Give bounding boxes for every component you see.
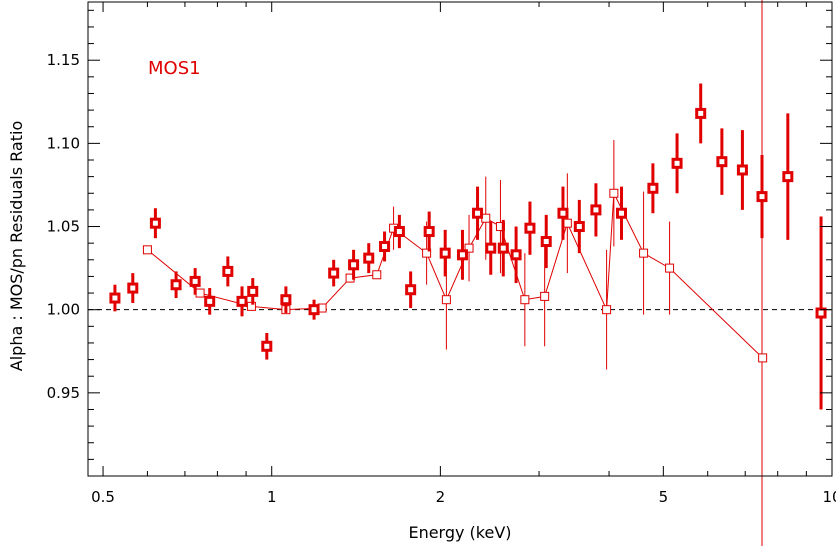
filled-point [590, 204, 602, 216]
x-axis-ticks: 0.5 1 2 5 10 [91, 2, 836, 506]
filled-point [204, 295, 216, 307]
filled-point [524, 222, 536, 234]
open-point [422, 248, 432, 258]
filled-point [615, 207, 627, 219]
filled-point [405, 284, 417, 296]
filled-point [456, 249, 468, 261]
filled-point [782, 171, 794, 183]
filled-point [127, 282, 139, 294]
y-tick-label: 1.10 [47, 134, 80, 152]
x-tick-label: 0.5 [91, 488, 115, 506]
filled-point [222, 265, 234, 277]
filled-point [170, 279, 182, 291]
y-tick-label: 1.05 [47, 218, 80, 236]
open-point [441, 295, 451, 305]
filled-point [379, 240, 391, 252]
filled-point [308, 304, 320, 316]
filled-point [189, 275, 201, 287]
y-axis-title: Alpha : MOS/pn Residuals Ratio [7, 121, 26, 371]
filled-point [261, 340, 273, 352]
filled-point [671, 157, 683, 169]
open-point [639, 248, 649, 258]
filled-point [236, 295, 248, 307]
x-tick-label: 2 [436, 488, 446, 506]
filled-point [695, 107, 707, 119]
open-point [372, 270, 382, 280]
open-point [520, 295, 530, 305]
filled-series-points-group [109, 83, 827, 410]
filled-point [247, 285, 259, 297]
filled-point [109, 292, 121, 304]
instrument-label: MOS1 [148, 58, 201, 79]
x-tick-label: 1 [267, 488, 277, 506]
open-point [195, 288, 205, 298]
y-tick-label: 1.00 [47, 301, 80, 319]
x-axis-title: Energy (keV) [408, 523, 511, 542]
filled-point [573, 221, 585, 233]
y-tick-label: 0.95 [47, 384, 80, 402]
filled-point [736, 164, 748, 176]
filled-point [497, 242, 509, 254]
filled-point [423, 226, 435, 238]
open-point [464, 243, 474, 253]
y-axis-ticks: 0.95 1.00 1.05 1.10 1.15 [47, 9, 832, 477]
y-tick-label: 1.15 [47, 51, 80, 69]
open-series-points-group [142, 140, 768, 370]
filled-point [815, 307, 827, 319]
filled-point [540, 235, 552, 247]
filled-point [557, 207, 569, 219]
open-point [758, 353, 768, 363]
filled-point [328, 267, 340, 279]
filled-point [510, 249, 522, 261]
x-tick-label: 10 [822, 488, 836, 506]
filled-point [280, 294, 292, 306]
filled-point [439, 247, 451, 259]
filled-point [149, 217, 161, 229]
filled-point [363, 252, 375, 264]
open-point [562, 218, 572, 228]
open-point [142, 245, 152, 255]
open-point [665, 263, 675, 273]
open-point [609, 188, 619, 198]
filled-point [472, 207, 484, 219]
open-point [602, 305, 612, 315]
filled-point [348, 259, 360, 271]
filled-point [485, 242, 497, 254]
filled-point [716, 156, 728, 168]
filled-point [647, 182, 659, 194]
open-point [540, 291, 550, 301]
x-tick-label: 5 [659, 488, 669, 506]
plot-frame [87, 1, 833, 477]
filled-point [393, 226, 405, 238]
filled-point [756, 191, 768, 203]
